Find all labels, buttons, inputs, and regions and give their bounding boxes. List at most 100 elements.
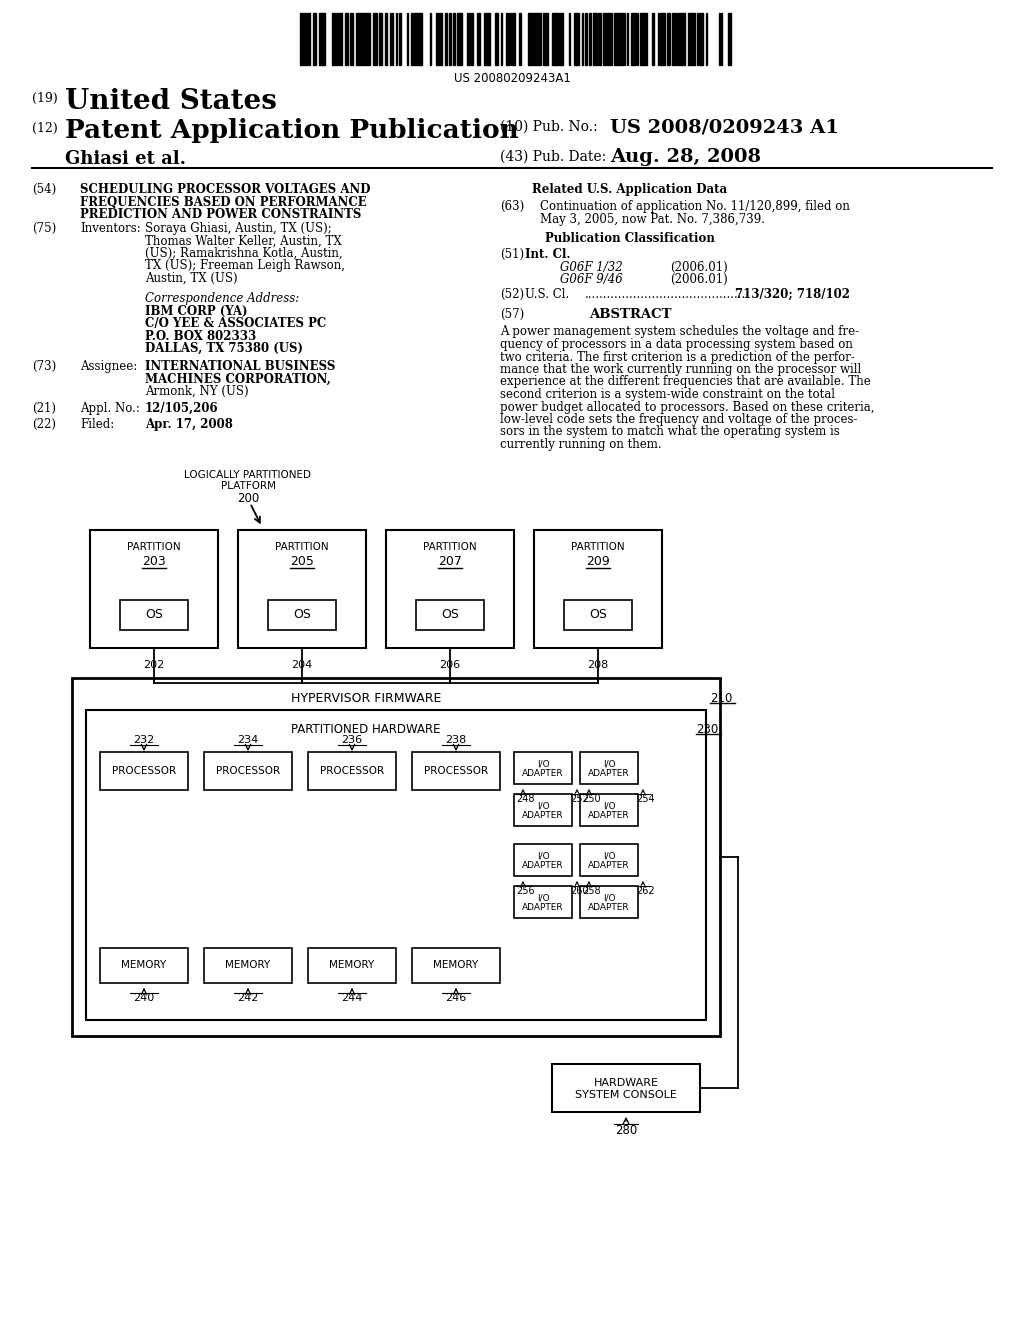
Bar — [614, 13, 616, 65]
Bar — [204, 948, 292, 983]
Text: A power management system schedules the voltage and fre-: A power management system schedules the … — [500, 326, 859, 338]
Text: (2006.01): (2006.01) — [670, 260, 728, 273]
Text: PREDICTION AND POWER CONSTRAINTS: PREDICTION AND POWER CONSTRAINTS — [80, 209, 361, 220]
Text: Publication Classification: Publication Classification — [545, 232, 715, 246]
Text: 230: 230 — [696, 723, 718, 737]
Text: I/O: I/O — [603, 894, 615, 903]
Text: PARTITION: PARTITION — [423, 543, 477, 552]
Bar — [514, 886, 572, 917]
Bar — [552, 1064, 700, 1111]
Text: (75): (75) — [32, 222, 56, 235]
Text: Related U.S. Application Data: Related U.S. Application Data — [532, 183, 728, 195]
Bar — [514, 843, 572, 876]
Text: Aug. 28, 2008: Aug. 28, 2008 — [610, 148, 761, 166]
Bar — [477, 13, 479, 65]
Bar — [375, 13, 377, 65]
Text: 204: 204 — [292, 660, 312, 671]
Bar — [535, 13, 537, 65]
Text: (21): (21) — [32, 403, 56, 414]
Text: quency of processors in a data processing system based on: quency of processors in a data processin… — [500, 338, 853, 351]
Text: low-level code sets the frequency and voltage of the proces-: low-level code sets the frequency and vo… — [500, 413, 857, 426]
Bar — [268, 601, 336, 630]
Bar — [538, 13, 541, 65]
Text: ADAPTER: ADAPTER — [588, 812, 630, 820]
Bar — [679, 13, 682, 65]
Text: PLATFORM: PLATFORM — [220, 480, 275, 491]
Text: PROCESSOR: PROCESSOR — [424, 766, 488, 776]
Bar — [618, 13, 622, 65]
Text: MACHINES CORPORATION,: MACHINES CORPORATION, — [145, 372, 331, 385]
Text: 240: 240 — [133, 993, 155, 1003]
Bar — [506, 13, 509, 65]
Text: MEMORY: MEMORY — [122, 961, 167, 970]
Text: 242: 242 — [238, 993, 259, 1003]
Text: ADAPTER: ADAPTER — [522, 812, 564, 820]
Bar — [519, 13, 521, 65]
Text: OS: OS — [589, 609, 607, 622]
Text: ADAPTER: ADAPTER — [588, 861, 630, 870]
Text: US 20080209243A1: US 20080209243A1 — [454, 73, 570, 84]
Bar — [484, 13, 487, 65]
Bar — [580, 843, 638, 876]
Bar — [420, 13, 422, 65]
Text: 250: 250 — [582, 795, 601, 804]
Bar — [412, 752, 500, 789]
Text: I/O: I/O — [537, 851, 549, 861]
Text: P.O. BOX 802333: P.O. BOX 802333 — [145, 330, 256, 342]
Bar — [514, 795, 572, 826]
Bar — [616, 13, 618, 65]
Text: 238: 238 — [445, 735, 467, 744]
Text: 206: 206 — [439, 660, 461, 671]
Text: (12): (12) — [32, 121, 57, 135]
Bar — [574, 13, 575, 65]
Bar — [453, 13, 455, 65]
Text: 232: 232 — [133, 735, 155, 744]
Text: PARTITIONED HARDWARE: PARTITIONED HARDWARE — [291, 723, 440, 737]
Text: PARTITION: PARTITION — [275, 543, 329, 552]
Text: ADAPTER: ADAPTER — [588, 770, 630, 779]
Bar — [308, 948, 396, 983]
Text: 254: 254 — [636, 795, 654, 804]
Bar — [534, 531, 662, 648]
Bar — [460, 13, 462, 65]
Bar — [305, 13, 307, 65]
Text: Filed:: Filed: — [80, 418, 115, 432]
Text: MEMORY: MEMORY — [225, 961, 270, 970]
Bar — [120, 601, 188, 630]
Bar — [514, 752, 572, 784]
Text: mance that the work currently running on the processor will: mance that the work currently running on… — [500, 363, 861, 376]
Text: 248: 248 — [516, 795, 535, 804]
Text: I/O: I/O — [603, 759, 615, 768]
Bar — [418, 13, 420, 65]
Text: PROCESSOR: PROCESSOR — [319, 766, 384, 776]
Text: (52): (52) — [500, 288, 524, 301]
Text: 246: 246 — [445, 993, 467, 1003]
Bar — [416, 601, 484, 630]
Text: 262: 262 — [636, 886, 654, 896]
Text: sors in the system to match what the operating system is: sors in the system to match what the ope… — [500, 425, 840, 438]
Bar — [692, 13, 695, 65]
Text: LOGICALLY PARTITIONED: LOGICALLY PARTITIONED — [184, 470, 311, 480]
Text: Correspondence Address:: Correspondence Address: — [145, 292, 299, 305]
Text: SCHEDULING PROCESSOR VOLTAGES AND: SCHEDULING PROCESSOR VOLTAGES AND — [80, 183, 371, 195]
Text: Armonk, NY (US): Armonk, NY (US) — [145, 385, 249, 399]
Bar — [204, 752, 292, 789]
Bar — [308, 752, 396, 789]
Text: U.S. Cl.: U.S. Cl. — [525, 288, 569, 301]
Text: PARTITION: PARTITION — [571, 543, 625, 552]
Bar — [346, 13, 348, 65]
Text: Soraya Ghiasi, Austin, TX (US);: Soraya Ghiasi, Austin, TX (US); — [145, 222, 332, 235]
Text: (22): (22) — [32, 418, 56, 432]
Bar — [529, 13, 532, 65]
Bar — [467, 13, 470, 65]
Text: 713/320; 718/102: 713/320; 718/102 — [735, 288, 850, 301]
Text: 256: 256 — [516, 886, 535, 896]
Text: SYSTEM CONSOLE: SYSTEM CONSOLE — [575, 1090, 677, 1100]
Bar — [690, 13, 692, 65]
Text: DALLAS, TX 75380 (US): DALLAS, TX 75380 (US) — [145, 342, 303, 355]
Bar — [607, 13, 609, 65]
Bar — [667, 13, 669, 65]
Bar — [577, 13, 579, 65]
Text: ABSTRACT: ABSTRACT — [589, 308, 672, 321]
Text: (US); Ramakrishna Kotla, Austin,: (US); Ramakrishna Kotla, Austin, — [145, 247, 343, 260]
